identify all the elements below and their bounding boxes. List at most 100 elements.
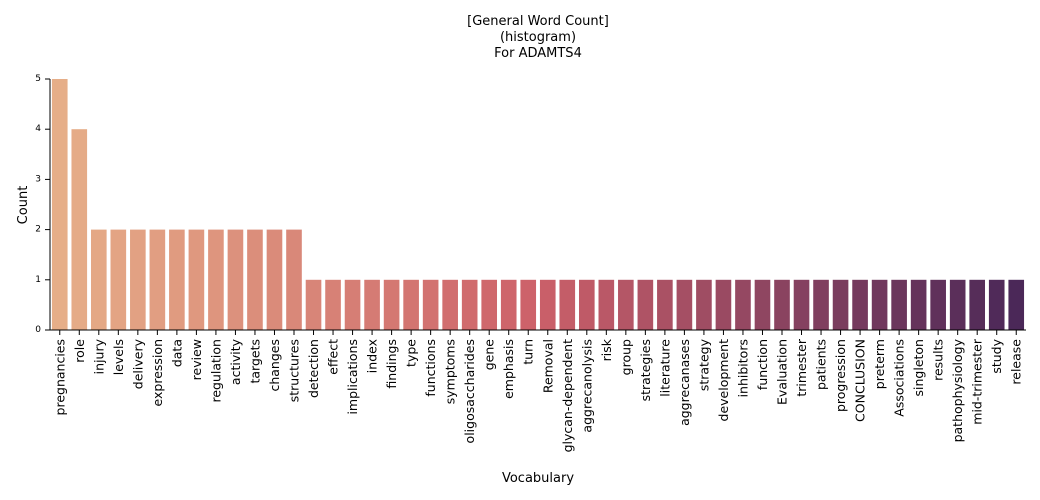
x-tick-label: implications (345, 339, 360, 415)
x-tick-label: risk (599, 338, 614, 361)
bars-group (51, 79, 1025, 330)
y-axis: 0 1 2 3 4 5 (35, 74, 51, 335)
chart-title-line-2: (histogram) (500, 30, 576, 45)
y-tick-label: 1 (35, 275, 41, 285)
x-tick-label: data (169, 339, 184, 367)
bar-gene (481, 279, 498, 330)
x-tick-label: expression (150, 339, 165, 406)
x-tick-label: delivery (130, 338, 145, 389)
x-tick-label: pathophysiology (950, 338, 965, 442)
x-tick-label: detection (306, 339, 321, 398)
bar-index (364, 279, 380, 330)
x-tick-label: CONCLUSION (853, 339, 868, 422)
x-tick-label: activity (228, 338, 243, 385)
x-tick-label: mid-trimester (970, 338, 985, 425)
bar-findings (383, 279, 400, 330)
bar-pregnancies (51, 79, 68, 330)
bar-emphasis (500, 279, 517, 330)
bar-strategies (637, 279, 654, 330)
chart-title: [General Word Count] (histogram) For ADA… (467, 14, 609, 61)
bar-mid-trimester (969, 279, 986, 330)
bar-regulation (208, 229, 224, 330)
x-tick-label: aggrecanolysis (579, 339, 594, 433)
x-tick-label: inhibitors (735, 339, 750, 397)
bar-strategy (696, 279, 712, 330)
bar-symptoms (442, 279, 458, 330)
bar-injury (90, 229, 107, 330)
x-tick-label: pregnancies (52, 339, 67, 415)
bar-trimester (793, 279, 810, 330)
bar-functions (422, 279, 439, 330)
y-tick-label: 0 (35, 325, 41, 335)
bar-Associations (891, 279, 907, 330)
bar-delivery (130, 229, 146, 330)
x-tick-label: singleton (911, 339, 926, 396)
bar-changes (266, 229, 283, 330)
x-tick-label: levels (111, 339, 126, 375)
x-tick-label: preterm (872, 339, 887, 389)
x-tick-label: injury (91, 338, 106, 374)
x-axis-label: Vocabulary (502, 471, 574, 486)
y-axis-label: Count (16, 186, 31, 225)
bar-singleton (910, 279, 927, 330)
bar-Removal (539, 279, 556, 330)
y-tick-label: 2 (35, 225, 41, 235)
bar-Evaluation (774, 279, 790, 330)
x-tick-label: turn (521, 339, 536, 365)
x-tick-label: targets (247, 339, 262, 384)
x-tick-label: emphasis (501, 339, 516, 399)
bar-pathophysiology (949, 279, 966, 330)
x-tick-label: Associations (892, 339, 907, 417)
bar-implications (344, 279, 361, 330)
x-tick-label: group (618, 339, 633, 375)
bar-results (930, 279, 946, 330)
bar-aggrecanolysis (578, 279, 595, 330)
x-tick-label: regulation (208, 339, 223, 403)
bar-release (1008, 279, 1025, 330)
bar-CONCLUSION (852, 279, 868, 330)
x-tick-label: aggrecanases (677, 339, 692, 426)
bar-structures (286, 229, 302, 330)
bar-data (169, 229, 185, 330)
bar-turn (520, 279, 537, 330)
y-tick-label: 3 (35, 174, 41, 184)
x-tick-label: glycan-dependent (560, 339, 575, 452)
bar-levels (110, 229, 127, 330)
chart-title-line-3: For ADAMTS4 (494, 46, 582, 61)
bar-patients (813, 279, 829, 330)
bar-group (618, 279, 634, 330)
x-tick-label: structures (287, 339, 302, 402)
x-tick-label: symptoms (443, 339, 458, 404)
y-tick-label: 5 (35, 74, 41, 84)
x-tick-label: literature (657, 339, 672, 397)
x-tick-label: strategy (696, 338, 711, 391)
x-tick-label: type (404, 339, 419, 367)
bar-role (71, 129, 88, 330)
x-tick-label: progression (833, 339, 848, 412)
bar-aggrecanases (676, 279, 693, 330)
bar-review (188, 229, 205, 330)
bar-type (403, 279, 419, 330)
x-tick-label: Removal (540, 339, 555, 393)
x-tick-label: changes (267, 339, 282, 392)
bar-function (754, 279, 771, 330)
x-tick-label: Evaluation (775, 339, 790, 405)
x-tick-label: patients (814, 339, 829, 390)
bar-glycan-dependent (559, 279, 576, 330)
bar-literature (657, 279, 673, 330)
bar-activity (227, 229, 244, 330)
x-tick-label: gene (482, 339, 497, 371)
bar-risk (598, 279, 615, 330)
bar-targets (247, 229, 263, 330)
chart-title-line-1: [General Word Count] (467, 14, 609, 29)
bar-expression (149, 229, 166, 330)
x-tick-label: strategies (638, 339, 653, 401)
x-tick-label: oligosaccharides (462, 339, 477, 443)
bar-preterm (871, 279, 888, 330)
x-tick-label: index (365, 339, 380, 373)
x-tick-label: study (989, 338, 1004, 373)
bar-study (988, 279, 1005, 330)
bar-detection (305, 279, 322, 330)
x-tick-label: results (931, 339, 946, 381)
